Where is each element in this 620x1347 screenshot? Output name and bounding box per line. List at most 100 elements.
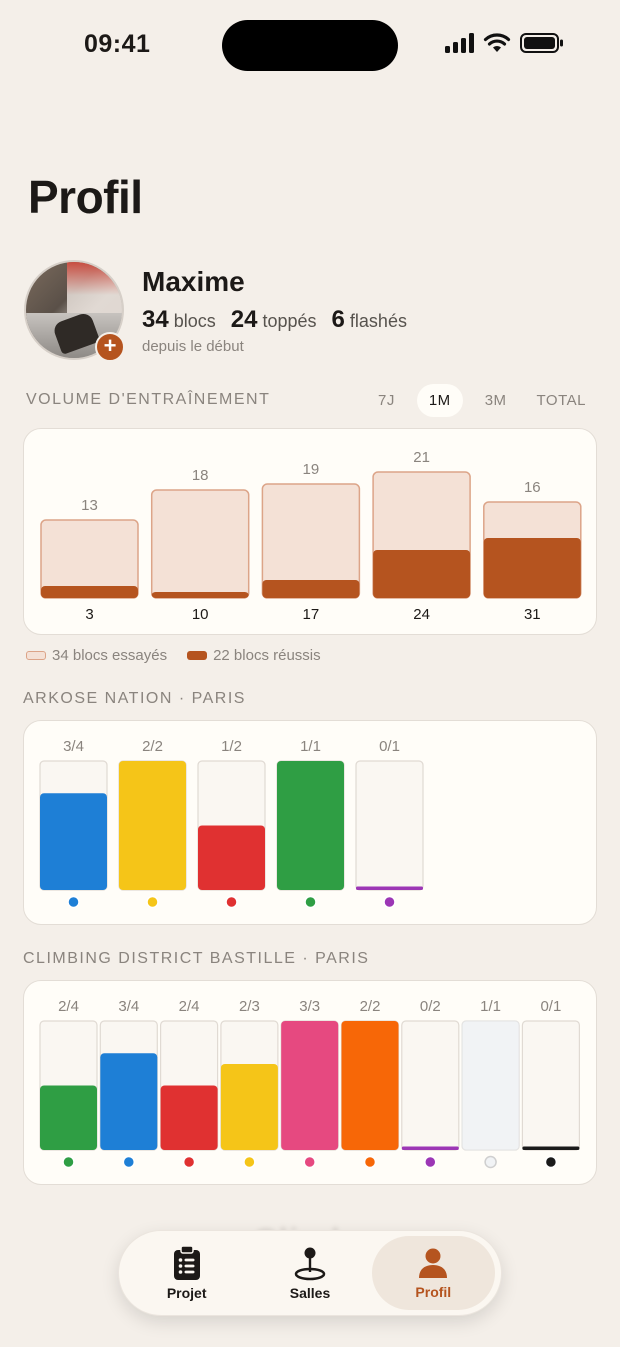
gym-1-label: ARKOSE NATION · PARIS bbox=[23, 690, 246, 707]
bar-success-24 bbox=[373, 550, 471, 598]
add-photo-button[interactable]: + bbox=[95, 332, 125, 362]
status-bar: 09:41 bbox=[0, 0, 620, 90]
grade-bar-track bbox=[355, 760, 424, 891]
grade-color-dot bbox=[424, 1155, 437, 1169]
grade-bar-fill[interactable] bbox=[160, 1085, 218, 1151]
grade-count-label: 1/1 bbox=[480, 998, 501, 1015]
tab-profil[interactable]: Profil bbox=[371, 1236, 495, 1310]
x-tick-label: 3 bbox=[85, 606, 93, 623]
grade-color-dot bbox=[62, 1155, 75, 1169]
grade-count-label: 2/3 bbox=[239, 998, 260, 1015]
tab-salles[interactable]: Salles bbox=[248, 1236, 371, 1310]
grade-color-dot bbox=[225, 895, 238, 909]
grade-bar-fill[interactable] bbox=[220, 1064, 278, 1150]
grade-bar-fill[interactable] bbox=[198, 825, 265, 891]
grade-bar-fill[interactable] bbox=[40, 793, 107, 890]
bar-success-31 bbox=[483, 538, 581, 598]
battery-icon bbox=[520, 33, 563, 53]
grade-color-dot bbox=[243, 1155, 256, 1169]
wifi-icon bbox=[483, 33, 511, 52]
grade-bar-fill[interactable] bbox=[100, 1053, 158, 1150]
bar-value-label: 21 bbox=[413, 449, 430, 466]
grade-color-dot bbox=[67, 895, 80, 909]
period-tab-3m[interactable]: 3M bbox=[484, 392, 507, 409]
grade-bar-fill[interactable] bbox=[522, 1146, 580, 1151]
tab-projet[interactable]: Projet bbox=[125, 1236, 248, 1310]
volume-chart-card: 13 3 18 10 19 17 21 24 16 31 bbox=[23, 428, 597, 635]
tab-salles-label: Salles bbox=[289, 1285, 331, 1301]
x-tick-label: 10 bbox=[192, 606, 209, 623]
bar-value-label: 19 bbox=[303, 461, 320, 478]
grade-bar-fill[interactable] bbox=[281, 1021, 339, 1150]
grade-count-label: 3/4 bbox=[118, 998, 139, 1015]
bar-value-label: 18 bbox=[192, 467, 209, 484]
grade-count-label: 0/1 bbox=[379, 738, 400, 755]
grade-bar-track bbox=[401, 1020, 460, 1151]
bar-success-10 bbox=[151, 592, 249, 598]
grade-bar-fill[interactable] bbox=[277, 761, 344, 890]
blocs-label: blocs bbox=[173, 311, 216, 331]
person-icon bbox=[419, 1248, 448, 1278]
grade-color-dot bbox=[383, 895, 396, 909]
tab-projet-label: Projet bbox=[166, 1285, 207, 1301]
period-tab-total[interactable]: TOTAL bbox=[536, 392, 586, 409]
x-tick-label: 17 bbox=[303, 606, 320, 623]
volume-chart: 13 3 18 10 19 17 21 24 16 31 bbox=[40, 449, 582, 623]
blocs-count: 34 bbox=[142, 306, 169, 333]
bar-value-label: 16 bbox=[524, 479, 541, 496]
grade-count-label: 3/4 bbox=[63, 738, 84, 755]
legend-success-label: 22 blocs réussis bbox=[213, 647, 321, 664]
since-label: depuis le début bbox=[142, 338, 244, 355]
grade-color-dot bbox=[182, 1155, 196, 1169]
legend-item-tried: 34 blocs essayés bbox=[26, 647, 167, 664]
volume-section-label: VOLUME D'ENTRAÎNEMENT bbox=[26, 391, 271, 408]
legend-item-success: 22 blocs réussis bbox=[187, 647, 321, 664]
grade-count-label: 2/2 bbox=[360, 998, 381, 1015]
grade-color-dot bbox=[544, 1155, 558, 1169]
grade-bar-fill[interactable] bbox=[356, 886, 423, 891]
user-name: Maxime bbox=[142, 266, 245, 297]
toppes-count: 24 bbox=[230, 306, 258, 333]
grade-count-label: 0/2 bbox=[420, 998, 441, 1015]
legend-tried-label: 34 blocs essayés bbox=[52, 647, 168, 664]
grade-count-label: 3/3 bbox=[299, 998, 320, 1015]
grade-bar-fill[interactable] bbox=[461, 1020, 520, 1151]
grade-count-label: 1/1 bbox=[300, 738, 321, 755]
status-time: 09:41 bbox=[84, 30, 151, 58]
grade-color-dot bbox=[303, 1155, 316, 1169]
period-tab-7j[interactable]: 7J bbox=[378, 392, 395, 409]
flashes-count: 6 bbox=[331, 306, 345, 333]
gym-2-label: CLIMBING DISTRICT BASTILLE · PARIS bbox=[23, 950, 370, 967]
grade-bar-fill[interactable] bbox=[119, 761, 186, 890]
grade-bar-track bbox=[521, 1020, 580, 1151]
grade-count-label: 2/2 bbox=[142, 738, 163, 755]
gym-2-card: 2/4 3/4 2/4 2/3 3/3 2/2 0/2 1/1 0/1 bbox=[23, 980, 597, 1185]
map-pin-icon bbox=[294, 1247, 326, 1281]
bar-tried-10 bbox=[150, 489, 250, 599]
bar-value-label: 13 bbox=[81, 497, 98, 514]
user-stats: 34 blocs 24 toppés 6 flashés bbox=[142, 306, 407, 334]
period-tabs: 7J 1M 3M TOTAL bbox=[370, 384, 594, 417]
tab-bar: Projet Salles Profil bbox=[118, 1230, 502, 1316]
bar-success-17 bbox=[262, 580, 360, 598]
bar-success-3 bbox=[41, 586, 138, 598]
grade-count-label: 2/4 bbox=[179, 998, 200, 1015]
flashes-label: flashés bbox=[349, 311, 407, 331]
grade-count-label: 2/4 bbox=[58, 998, 79, 1015]
x-tick-label: 24 bbox=[413, 606, 430, 623]
page-title: Profil bbox=[28, 171, 143, 223]
grade-count-label: 0/1 bbox=[540, 998, 561, 1015]
status-icons bbox=[445, 33, 564, 53]
grade-bar-fill[interactable] bbox=[401, 1146, 459, 1151]
gym-2-chart: 2/4 3/4 2/4 2/3 3/3 2/2 0/2 1/1 0/1 bbox=[39, 998, 580, 1169]
grade-color-dot bbox=[304, 895, 317, 909]
grade-bar-fill[interactable] bbox=[40, 1085, 97, 1151]
gym-1-chart: 3/4 2/2 1/2 1/1 0/1 bbox=[39, 738, 424, 909]
volume-legend: 34 blocs essayés 22 blocs réussis bbox=[26, 647, 321, 664]
grade-color-dot bbox=[122, 1155, 136, 1169]
cellular-signal-icon bbox=[445, 33, 474, 53]
period-tab-1m[interactable]: 1M bbox=[416, 384, 463, 417]
grade-color-dot bbox=[146, 895, 159, 909]
grade-bar-fill[interactable] bbox=[341, 1021, 399, 1150]
grade-color-dot bbox=[363, 1155, 377, 1169]
